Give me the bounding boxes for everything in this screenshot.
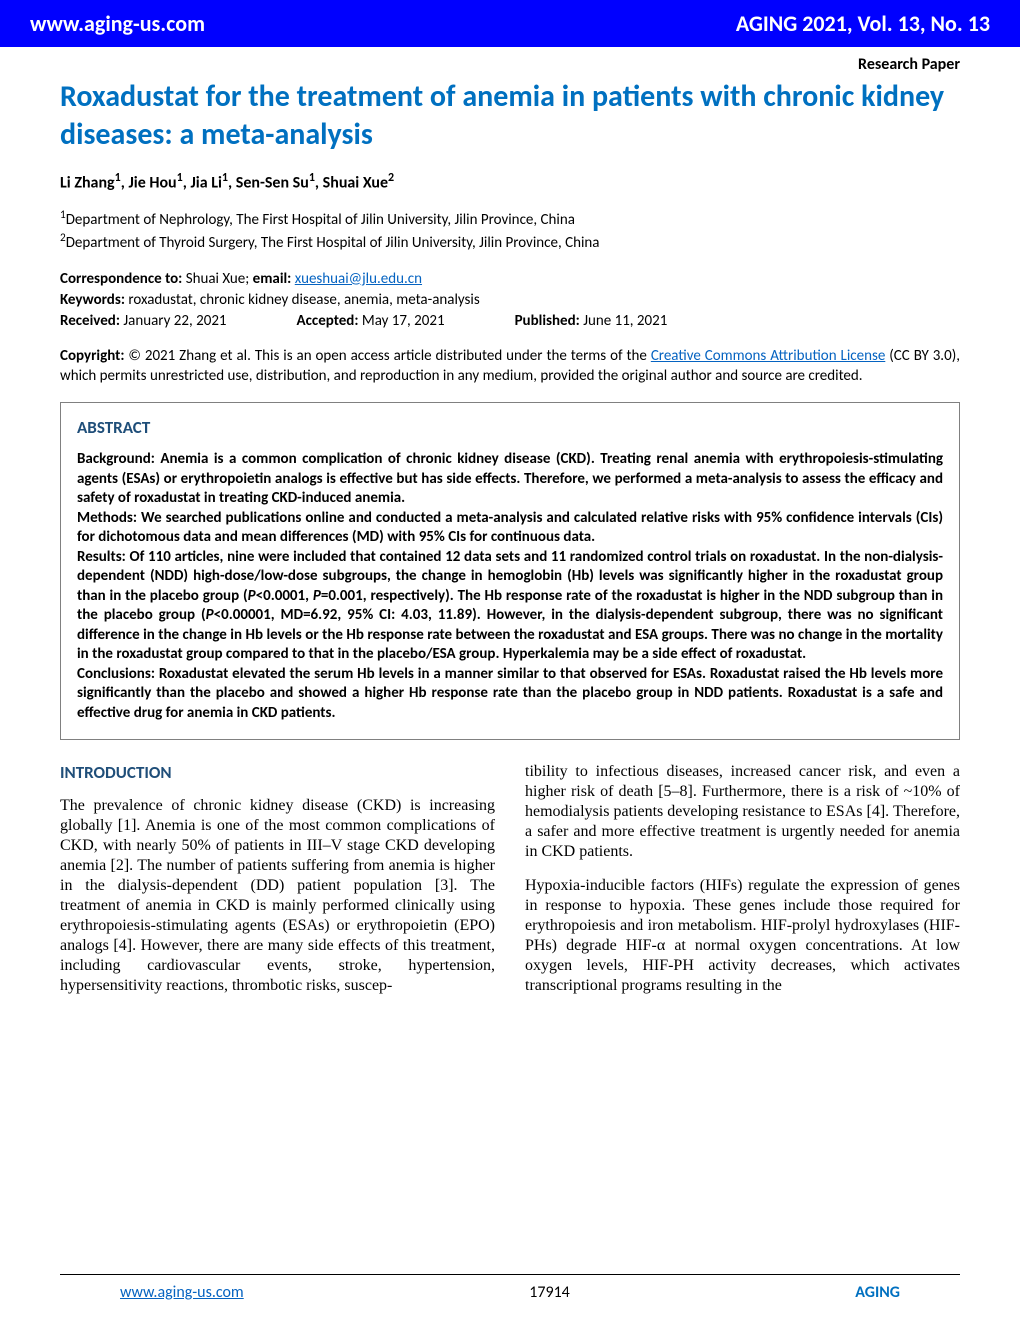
article-type-label: Research Paper xyxy=(0,47,1020,78)
correspondence-value: Shuai Xue; xyxy=(182,270,252,288)
column-left: INTRODUCTION The prevalence of chronic k… xyxy=(60,762,495,1010)
published-value: June 11, 2021 xyxy=(580,312,668,330)
accepted-value: May 17, 2021 xyxy=(359,312,445,330)
copyright-block: Copyright: © 2021 Zhang et al. This is a… xyxy=(60,346,960,387)
body-columns: INTRODUCTION The prevalence of chronic k… xyxy=(60,762,960,1010)
footer-page-number: 17914 xyxy=(529,1283,570,1302)
abstract-box: ABSTRACT Background: Anemia is a common … xyxy=(60,402,960,740)
copyright-label: Copyright: xyxy=(60,347,124,365)
keywords-label: Keywords: xyxy=(60,291,125,309)
keywords-value: roxadustat, chronic kidney disease, anem… xyxy=(125,291,480,309)
footer-journal-name: AGING xyxy=(855,1283,900,1302)
received-label: Received: xyxy=(60,312,120,330)
received-value: January 22, 2021 xyxy=(120,312,227,330)
accepted-label: Accepted: xyxy=(297,312,359,330)
authors-line: Li Zhang1, Jie Hou1, Jia Li1, Sen-Sen Su… xyxy=(60,171,960,192)
affiliation-2: 2Department of Thyroid Surgery, The Firs… xyxy=(60,231,960,253)
intro-paragraph-1: The prevalence of chronic kidney disease… xyxy=(60,796,495,996)
abstract-body: Background: Anemia is a common complicat… xyxy=(77,450,943,723)
intro-paragraph-3: Hypoxia-inducible factors (HIFs) regulat… xyxy=(525,876,960,996)
column-right: tibility to infectious diseases, increas… xyxy=(525,762,960,1010)
abstract-heading: ABSTRACT xyxy=(77,417,943,438)
keywords-line: Keywords: roxadustat, chronic kidney dis… xyxy=(60,290,960,311)
intro-paragraph-2: tibility to infectious diseases, increas… xyxy=(525,762,960,862)
journal-header-bar: www.aging-us.com AGING 2021, Vol. 13, No… xyxy=(0,0,1020,47)
affiliations-block: 1Department of Nephrology, The First Hos… xyxy=(60,208,960,253)
introduction-heading: INTRODUCTION xyxy=(60,762,495,783)
header-site: www.aging-us.com xyxy=(30,10,205,37)
license-link[interactable]: Creative Commons Attribution License xyxy=(651,347,885,365)
article-title: Roxadustat for the treatment of anemia i… xyxy=(60,78,960,153)
correspondence-block: Correspondence to: Shuai Xue; email: xue… xyxy=(60,269,960,332)
article-content: Roxadustat for the treatment of anemia i… xyxy=(0,78,1020,1010)
correspondence-label: Correspondence to: xyxy=(60,270,182,288)
header-issue: AGING 2021, Vol. 13, No. 13 xyxy=(736,10,990,37)
page-footer: www.aging-us.com 17914 AGING xyxy=(60,1274,960,1302)
correspondence-line: Correspondence to: Shuai Xue; email: xue… xyxy=(60,269,960,290)
footer-site-link[interactable]: www.aging-us.com xyxy=(120,1283,244,1302)
email-link[interactable]: xueshuai@jlu.edu.cn xyxy=(295,270,422,288)
affiliation-1: 1Department of Nephrology, The First Hos… xyxy=(60,208,960,230)
dates-line: Received: January 22, 2021 Accepted: May… xyxy=(60,311,960,332)
email-label: email: xyxy=(253,270,292,288)
copyright-text-before: © 2021 Zhang et al. This is an open acce… xyxy=(124,347,650,365)
published-label: Published: xyxy=(515,312,580,330)
